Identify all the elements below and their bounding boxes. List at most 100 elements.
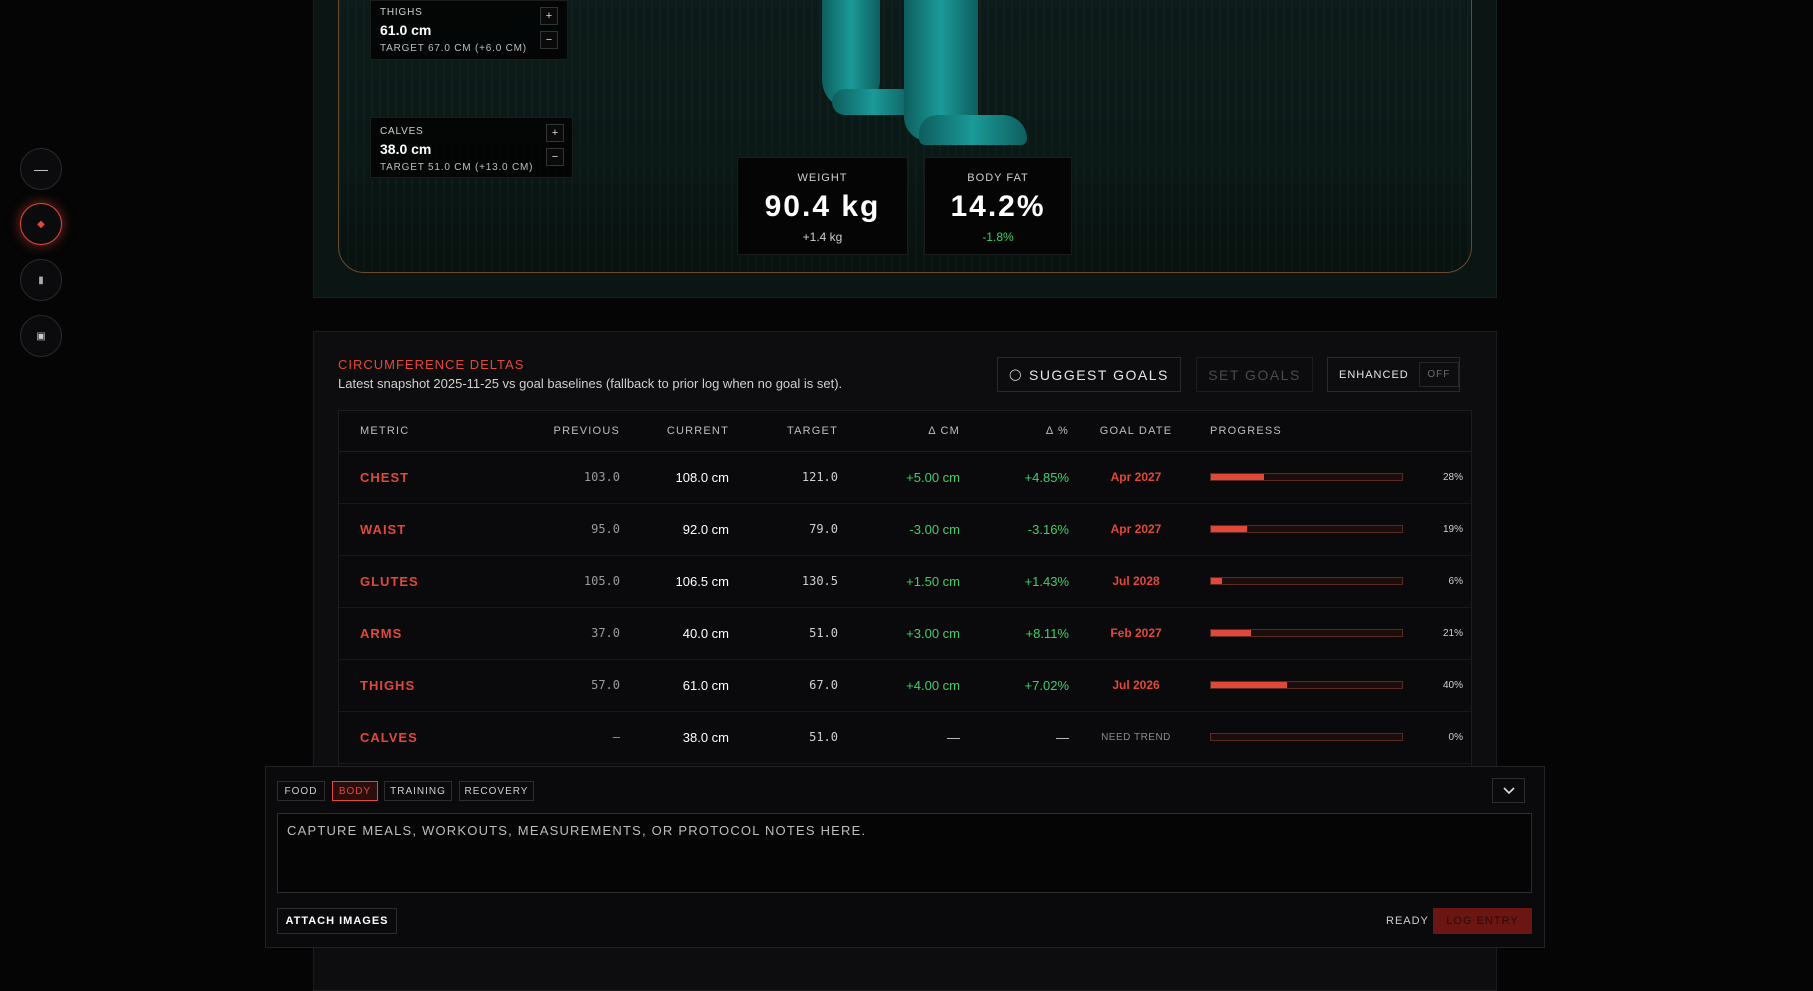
weight-label: WEIGHT xyxy=(797,172,848,184)
progress-percent: 21% xyxy=(1442,627,1463,639)
log-entry-button[interactable]: LOG ENTRY xyxy=(1433,908,1532,934)
cell-metric: THIGHS xyxy=(360,677,416,693)
header-previous: PREVIOUS xyxy=(553,425,620,437)
cell-goal: Apr 2027 xyxy=(1110,470,1162,484)
enhanced-toggle-group: ENHANCED OFF xyxy=(1327,357,1460,392)
header-progress: PROGRESS xyxy=(1210,425,1282,437)
cell-metric: WAIST xyxy=(360,521,407,537)
cell-dpct: +8.11% xyxy=(1025,625,1070,641)
header-dpct: Δ % xyxy=(1045,425,1069,437)
thighs-value: 61.0 cm xyxy=(380,22,432,38)
suggest-goals-label: SUGGEST GOALS xyxy=(1028,366,1169,383)
rail-button-bar[interactable]: ▮ xyxy=(20,259,62,301)
header-goal: GOAL DATE xyxy=(1099,425,1173,437)
enhanced-toggle[interactable]: OFF xyxy=(1418,362,1459,387)
cell-previous: – xyxy=(612,730,620,744)
progress-fill xyxy=(1211,682,1288,688)
attach-images-button[interactable]: ATTACH IMAGES xyxy=(277,908,397,934)
thighs-label: THIGHS xyxy=(380,7,423,18)
body-model-left-foot xyxy=(832,89,914,115)
thighs-measure-card: THIGHS 61.0 cm TARGET 67.0 CM (+6.0 CM) xyxy=(370,0,568,60)
calves-increment-button[interactable]: + xyxy=(546,124,564,142)
cell-target: 51.0 xyxy=(809,626,838,640)
cell-target: 51.0 xyxy=(809,730,838,744)
cell-dpct: +7.02% xyxy=(1024,677,1069,693)
progress-bar xyxy=(1210,733,1403,741)
cell-current: 106.5 cm xyxy=(675,573,729,589)
tab-training[interactable]: TRAINING xyxy=(384,781,452,801)
bar-icon: ▮ xyxy=(38,274,44,286)
cell-dpct: — xyxy=(1056,729,1069,745)
calves-decrement-button[interactable]: − xyxy=(546,148,564,166)
cell-dcm: -3.00 cm xyxy=(909,521,960,537)
suggest-goals-button[interactable]: ◯ SUGGEST GOALS xyxy=(997,357,1181,392)
bodyfat-stat-card: BODY FAT 14.2% -1.8% xyxy=(924,157,1072,255)
table-row[interactable]: ARMS 37.0 40.0 cm 51.0 +3.00 cm +8.11% Feb 202… xyxy=(339,607,1471,660)
entry-textarea[interactable]: CAPTURE MEALS, WORKOUTS, MEASUREMENTS, O… xyxy=(277,813,1532,893)
progress-bar xyxy=(1210,681,1403,689)
section-subtitle: Latest snapshot 2025-11-25 vs goal basel… xyxy=(338,376,843,391)
progress-bar xyxy=(1210,525,1403,533)
cell-previous: 37.0 xyxy=(591,626,620,640)
square-dot-icon: ▣ xyxy=(36,330,46,342)
collapse-button[interactable] xyxy=(1492,778,1525,803)
thighs-increment-button[interactable]: + xyxy=(540,7,558,25)
table-row[interactable]: CHEST 103.0 108.0 cm 121.0 +5.00 cm +4.85% Apr… xyxy=(339,451,1471,504)
header-metric: METRIC xyxy=(360,425,410,437)
table-row[interactable]: GLUTES 105.0 106.5 cm 130.5 +1.50 cm +1.43% Ju… xyxy=(339,555,1471,608)
cell-target: 67.0 xyxy=(809,678,838,692)
bodyfat-value: 14.2% xyxy=(950,190,1046,223)
rail-button-minus[interactable]: — xyxy=(20,148,62,190)
progress-fill xyxy=(1211,630,1252,636)
progress-percent: 40% xyxy=(1442,679,1463,691)
tab-body[interactable]: BODY xyxy=(332,781,378,801)
thighs-decrement-button[interactable]: − xyxy=(540,31,558,49)
progress-fill xyxy=(1211,474,1265,480)
header-dcm: Δ CM xyxy=(928,425,960,437)
status-text: READY xyxy=(1386,915,1429,927)
suggest-icon: ◯ xyxy=(1009,369,1023,381)
cell-metric: CALVES xyxy=(360,729,418,745)
cell-goal: Feb 2027 xyxy=(1110,626,1162,640)
chevron-down-icon xyxy=(1502,786,1515,794)
cell-current: 38.0 cm xyxy=(682,729,729,745)
table-row[interactable]: WAIST 95.0 92.0 cm 79.0 -3.00 cm -3.16% Apr 20… xyxy=(339,503,1471,556)
cell-previous: 103.0 xyxy=(583,470,620,484)
bodyfat-delta: -1.8% xyxy=(982,230,1014,244)
diamond-icon: ◆ xyxy=(37,218,45,230)
cell-previous: 95.0 xyxy=(591,522,620,536)
calves-label: CALVES xyxy=(380,126,424,137)
weight-value: 90.4 kg xyxy=(764,190,881,223)
calves-measure-card: CALVES 38.0 cm TARGET 51.0 CM (+13.0 CM) xyxy=(370,117,573,178)
section-title: CIRCUMFERENCE DELTAS xyxy=(338,357,525,372)
tab-recovery[interactable]: RECOVERY xyxy=(459,781,534,801)
header-target: TARGET xyxy=(787,425,838,437)
bodyfat-label: BODY FAT xyxy=(967,172,1029,184)
cell-target: 79.0 xyxy=(809,522,838,536)
cell-goal: Jul 2028 xyxy=(1112,574,1160,588)
cell-metric: ARMS xyxy=(360,625,403,641)
cell-dpct: -3.16% xyxy=(1027,521,1069,537)
cell-metric: CHEST xyxy=(360,469,410,485)
cell-current: 40.0 cm xyxy=(682,625,729,641)
progress-bar xyxy=(1210,629,1403,637)
table-row[interactable]: CALVES – 38.0 cm 51.0 — — NEED TREND 0% xyxy=(339,711,1471,764)
set-goals-button[interactable]: SET GOALS xyxy=(1196,357,1313,392)
progress-bar xyxy=(1210,577,1403,585)
calves-value: 38.0 cm xyxy=(380,141,432,157)
rail-button-body[interactable]: ◆ xyxy=(20,203,62,245)
weight-delta: +1.4 kg xyxy=(802,230,843,244)
table-header: METRIC PREVIOUS CURRENT TARGET Δ CM Δ % GOAL D… xyxy=(339,411,1471,452)
table-row[interactable]: THIGHS 57.0 61.0 cm 67.0 +4.00 cm +7.02% Jul 2… xyxy=(339,659,1471,712)
tab-food[interactable]: FOOD xyxy=(277,781,325,801)
progress-percent: 28% xyxy=(1442,471,1463,483)
rail-button-grid[interactable]: ▣ xyxy=(20,315,62,357)
cell-dcm: +3.00 cm xyxy=(906,625,960,641)
progress-fill xyxy=(1211,526,1248,532)
cell-target: 130.5 xyxy=(801,574,838,588)
weight-stat-card: WEIGHT 90.4 kg +1.4 kg xyxy=(737,157,908,255)
progress-percent: 6% xyxy=(1448,575,1463,587)
cell-target: 121.0 xyxy=(801,470,838,484)
enhanced-label: ENHANCED xyxy=(1339,368,1409,381)
cell-metric: GLUTES xyxy=(360,573,419,589)
